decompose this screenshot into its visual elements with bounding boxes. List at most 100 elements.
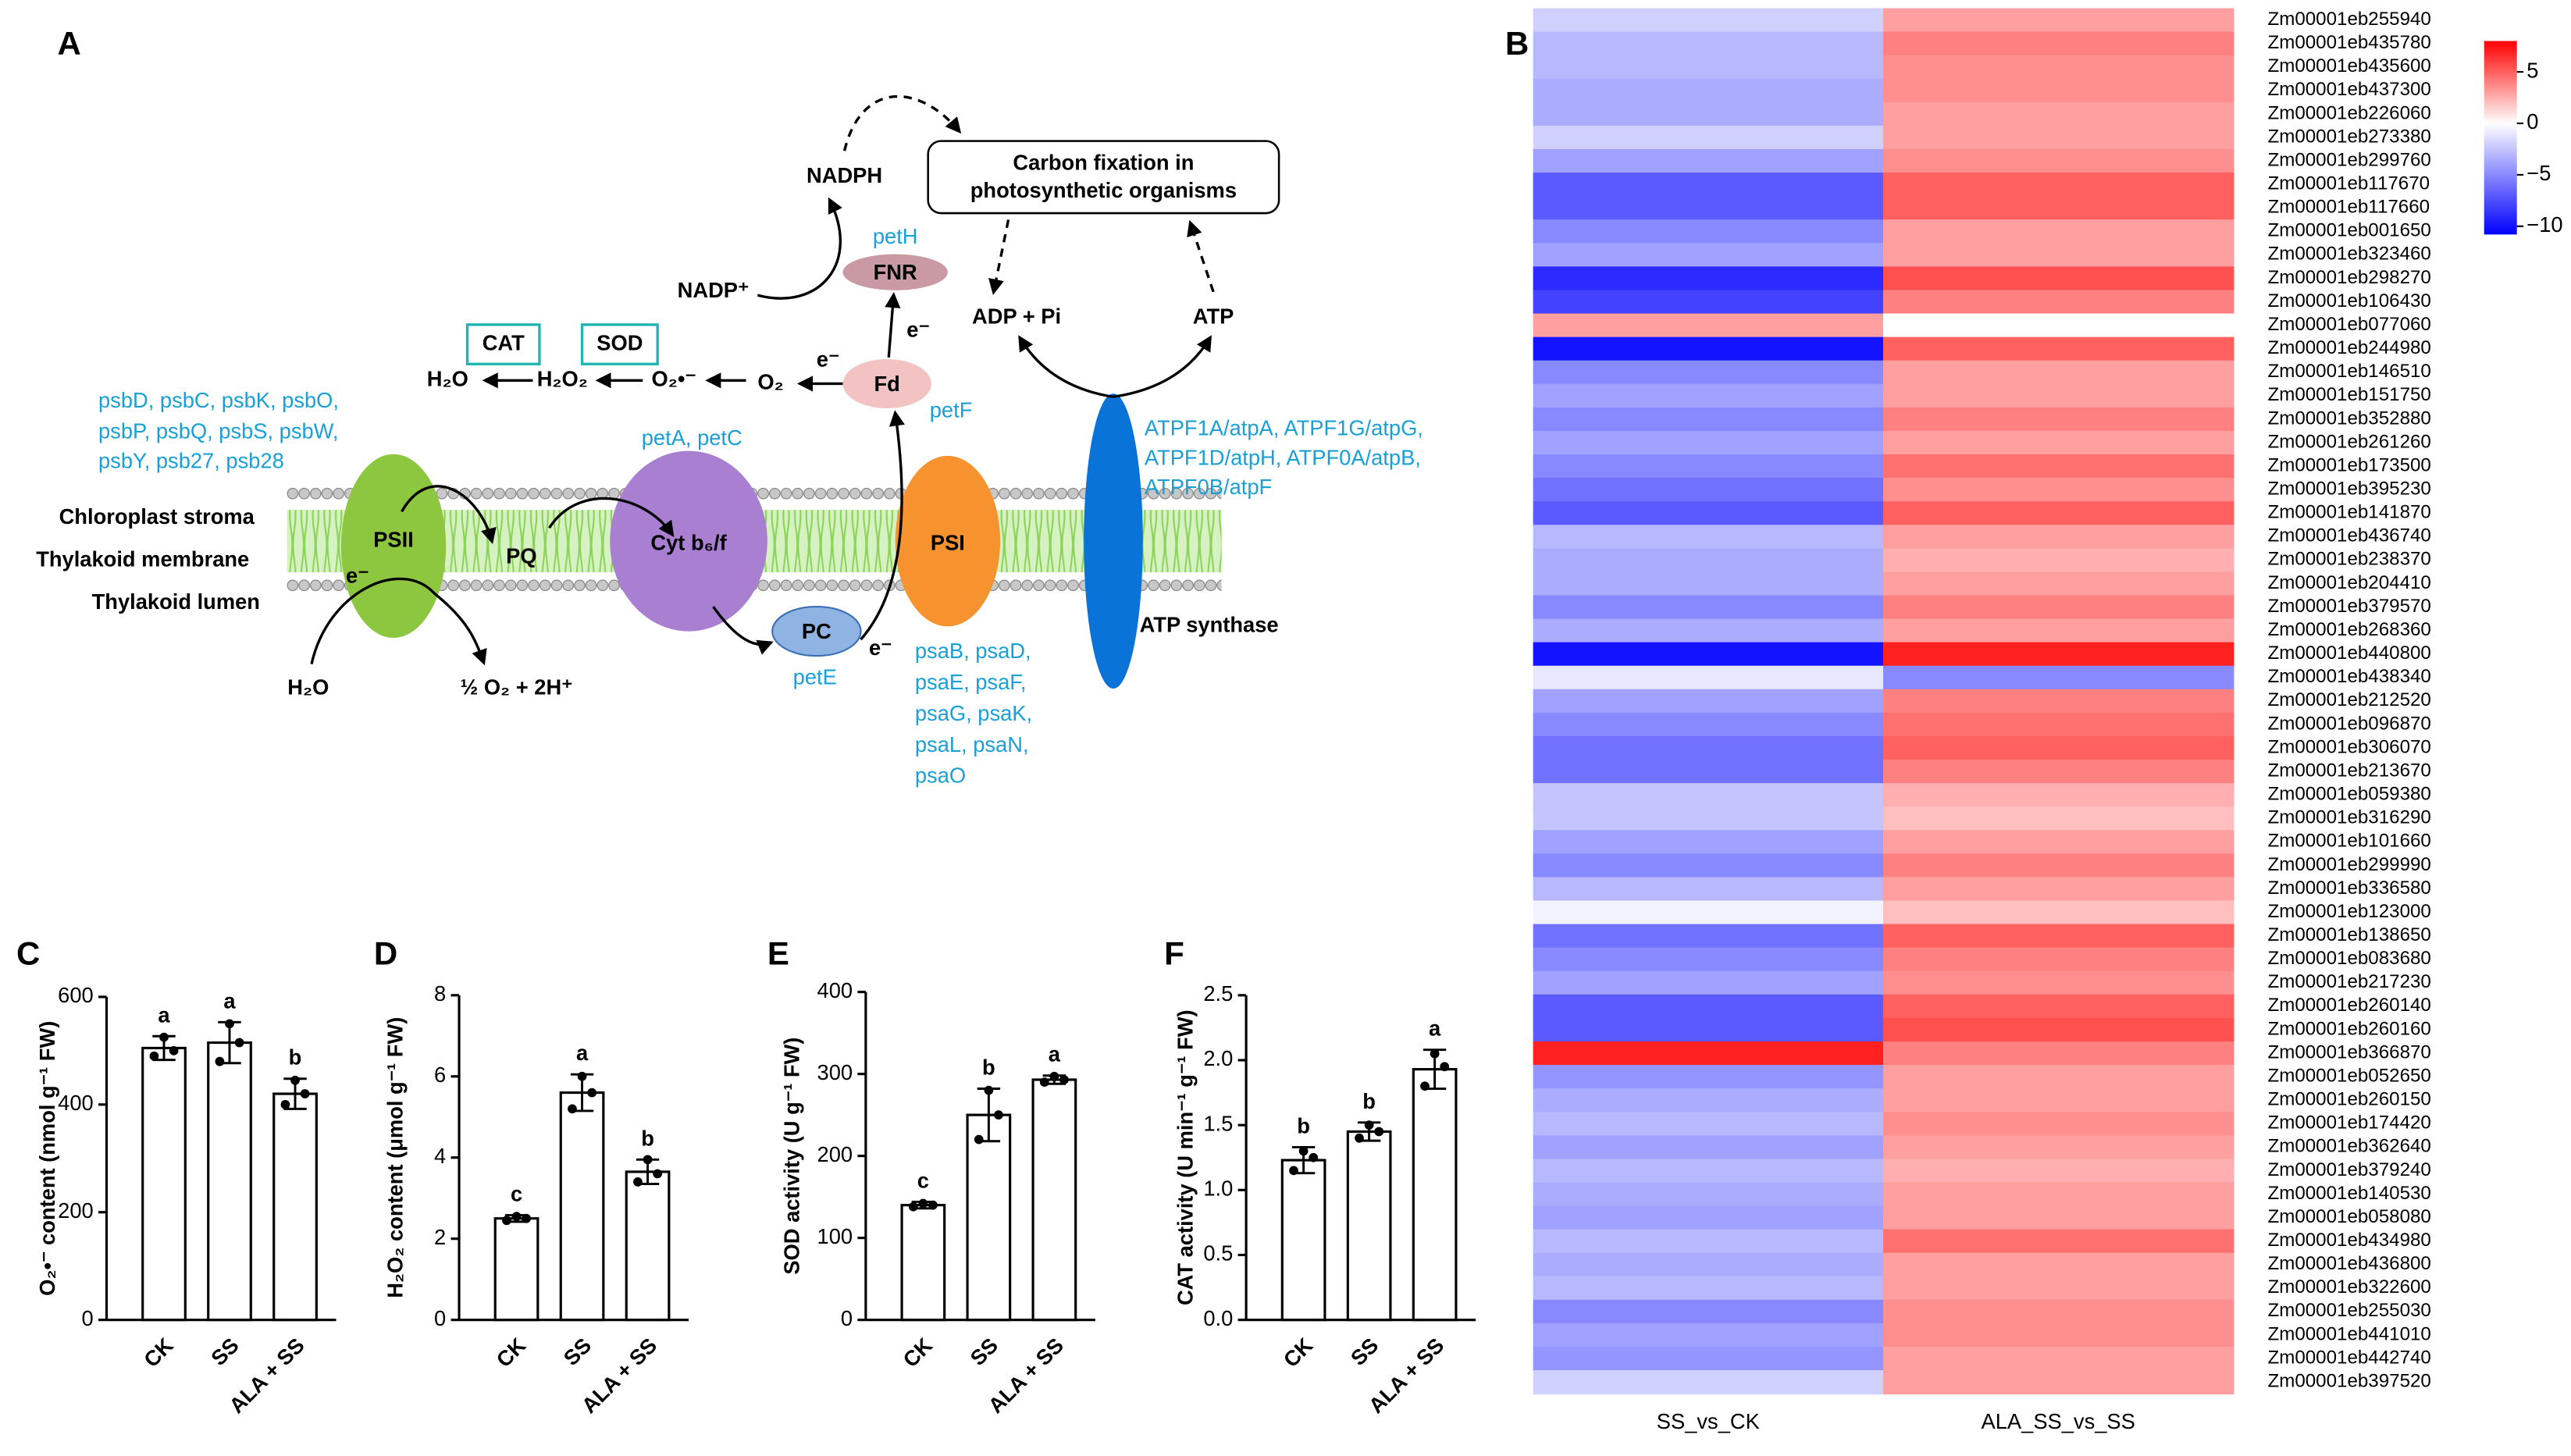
- row-label: Zm00001eb117670: [2267, 173, 2430, 194]
- heatmap-cell: [1533, 595, 1885, 620]
- panel-label: E: [767, 935, 789, 972]
- row-label: Zm00001eb212520: [2267, 689, 2430, 710]
- y-tick-label: 4: [434, 1144, 446, 1168]
- heatmap-cell: [1533, 924, 1885, 949]
- significance-letter: a: [576, 1041, 589, 1065]
- row-label: Zm00001eb141870: [2267, 502, 2430, 523]
- heatmap-cell: [1882, 689, 2234, 714]
- bar: [1412, 1068, 1458, 1322]
- row-label: Zm00001eb352880: [2267, 408, 2430, 429]
- row-label: Zm00001eb146510: [2267, 361, 2430, 382]
- heatmap-cell: [1882, 290, 2234, 315]
- data-point: [1049, 1071, 1059, 1081]
- heatmap-cell: [1533, 877, 1885, 902]
- heatmap-cell: [1882, 55, 2234, 80]
- bar: [1346, 1130, 1392, 1322]
- pc: [771, 606, 862, 657]
- bar: [272, 1092, 318, 1322]
- heatmap-cell: [1882, 101, 2234, 126]
- cat-box: [465, 323, 541, 365]
- psii: [340, 454, 447, 638]
- heatmap-cell: [1533, 55, 1885, 80]
- heatmap-cell: [1533, 1229, 1885, 1254]
- row-label: Zm00001eb397520: [2267, 1370, 2430, 1391]
- data-point: [633, 1177, 643, 1187]
- data-point: [280, 1099, 290, 1109]
- label: e⁻: [346, 564, 369, 588]
- heatmap-cell: [1882, 219, 2234, 244]
- row-label: Zm00001eb437300: [2267, 79, 2430, 100]
- gene: ATPF1A/atpA, ATPF1G/atpG,: [1145, 415, 1423, 440]
- label: e⁻: [869, 635, 892, 660]
- heatmap-cell: [1533, 125, 1885, 151]
- row-label: Zm00001eb096870: [2267, 713, 2430, 734]
- heatmap-cell: [1882, 196, 2234, 221]
- heatmap-cell: [1882, 735, 2234, 761]
- row-label: Zm00001eb255030: [2267, 1300, 2430, 1321]
- colorbar-tick-label: −5: [2526, 161, 2551, 185]
- bar: [559, 1091, 605, 1322]
- heatmap-cell: [1533, 548, 1885, 573]
- heatmap-cell: [1533, 1017, 1885, 1043]
- label: Carbon fixation in: [1013, 150, 1194, 174]
- row-label: Zm00001eb362640: [2267, 1136, 2430, 1157]
- bar: [900, 1204, 946, 1322]
- row-label: Zm00001eb238370: [2267, 549, 2430, 570]
- gene: ATPF1D/atpH, ATPF0A/atpB,: [1145, 445, 1421, 469]
- heatmap-cell: [1533, 900, 1885, 925]
- heatmap-cell: [1533, 947, 1885, 972]
- y-tick-label: 0: [82, 1306, 94, 1330]
- row-label: Zm00001eb123000: [2267, 901, 2430, 922]
- y-tick-label: 0: [434, 1306, 446, 1330]
- bar: [966, 1113, 1012, 1322]
- y-axis-title: SOD activity (U g⁻¹ FW): [780, 1038, 804, 1275]
- column-label: SS_vs_CK: [1657, 1409, 1760, 1433]
- heatmap-cell: [1882, 994, 2234, 1019]
- heatmap-cell: [1533, 1088, 1885, 1113]
- data-point: [568, 1104, 577, 1114]
- heatmap-cell: [1882, 78, 2234, 103]
- row-label: Zm00001eb001650: [2267, 220, 2430, 241]
- panel-label: A: [58, 25, 81, 62]
- label: CAT: [483, 330, 525, 354]
- heatmap-cell: [1882, 1112, 2234, 1137]
- heatmap-cell: [1882, 501, 2234, 526]
- row-label: Zm00001eb441010: [2267, 1323, 2430, 1344]
- heatmap-cell: [1882, 383, 2234, 408]
- data-point: [511, 1212, 522, 1221]
- data-point: [908, 1201, 918, 1212]
- label: PQ: [506, 543, 536, 568]
- row-label: Zm00001eb438340: [2267, 666, 2430, 687]
- data-point: [1440, 1062, 1450, 1072]
- gene: psaL, psaN,: [915, 732, 1029, 756]
- row-label: Zm00001eb440800: [2267, 643, 2430, 664]
- colorbar-tick-label: 0: [2526, 109, 2538, 133]
- data-point: [974, 1134, 984, 1145]
- gene: psbP, psbQ, psbS, psbW,: [98, 419, 339, 443]
- row-label: Zm00001eb101660: [2267, 831, 2430, 852]
- row-label: Zm00001eb077060: [2267, 314, 2430, 335]
- row-label: Zm00001eb217230: [2267, 971, 2430, 992]
- row-label: Zm00001eb244980: [2267, 337, 2430, 358]
- label: Cyt b₆/f: [650, 531, 727, 555]
- row-label: Zm00001eb435780: [2267, 32, 2430, 53]
- gene: petA, petC: [642, 425, 742, 450]
- gene: psaE, psaF,: [915, 670, 1027, 694]
- row-label: Zm00001eb083680: [2267, 948, 2430, 969]
- row-label: Zm00001eb260150: [2267, 1089, 2430, 1110]
- data-point: [159, 1032, 169, 1042]
- row-label: Zm00001eb379240: [2267, 1159, 2430, 1180]
- x-tick-label: SS: [559, 1333, 596, 1370]
- label: e⁻: [817, 347, 840, 371]
- label: PC: [802, 619, 831, 643]
- heatmap-cell: [1882, 642, 2234, 667]
- heatmap-cell: [1882, 924, 2234, 949]
- row-label: Zm00001eb436800: [2267, 1253, 2430, 1274]
- significance-letter: a: [1049, 1042, 1061, 1066]
- data-point: [1430, 1048, 1440, 1059]
- heatmap-cell: [1882, 243, 2234, 268]
- cytb6f: [610, 450, 767, 632]
- heatmap-cell: [1533, 760, 1885, 785]
- data-point: [984, 1085, 994, 1095]
